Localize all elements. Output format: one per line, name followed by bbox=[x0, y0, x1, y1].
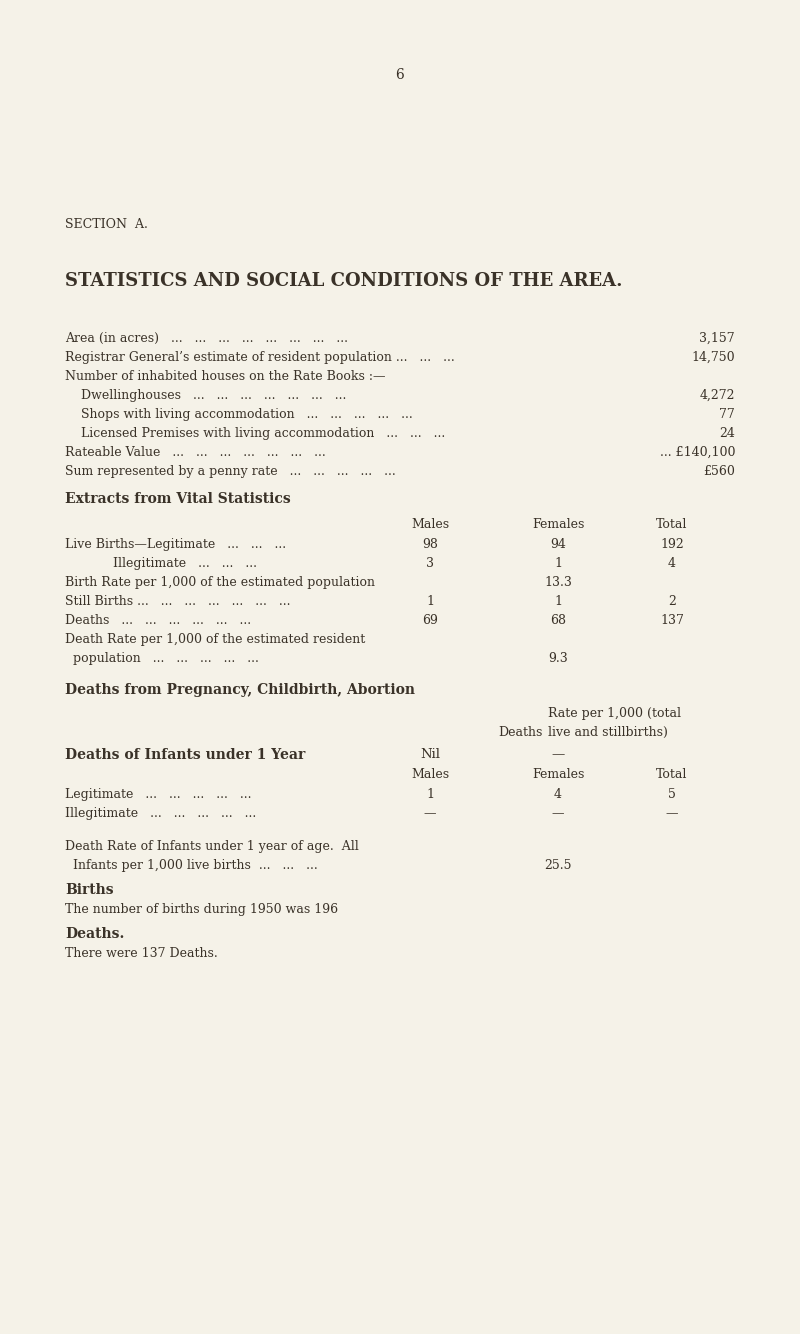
Text: Death Rate of Infants under 1 year of age.  All: Death Rate of Infants under 1 year of ag… bbox=[65, 840, 358, 852]
Text: 137: 137 bbox=[660, 614, 684, 627]
Text: 1: 1 bbox=[554, 595, 562, 608]
Text: Total: Total bbox=[656, 518, 688, 531]
Text: Dwellinghouses   ...   ...   ...   ...   ...   ...   ...: Dwellinghouses ... ... ... ... ... ... .… bbox=[65, 390, 346, 402]
Text: Births: Births bbox=[65, 883, 114, 896]
Text: 1: 1 bbox=[426, 788, 434, 800]
Text: 98: 98 bbox=[422, 538, 438, 551]
Text: Deaths: Deaths bbox=[498, 726, 542, 739]
Text: The number of births during 1950 was 196: The number of births during 1950 was 196 bbox=[65, 903, 338, 916]
Text: Males: Males bbox=[411, 768, 449, 780]
Text: 3,157: 3,157 bbox=[699, 332, 735, 346]
Text: 25.5: 25.5 bbox=[544, 859, 572, 872]
Text: Infants per 1,000 live births  ...   ...   ...: Infants per 1,000 live births ... ... ..… bbox=[65, 859, 318, 872]
Text: live and stillbirths): live and stillbirths) bbox=[548, 726, 668, 739]
Text: 4,272: 4,272 bbox=[699, 390, 735, 402]
Text: Licensed Premises with living accommodation   ...   ...   ...: Licensed Premises with living accommodat… bbox=[65, 427, 446, 440]
Text: Deaths.: Deaths. bbox=[65, 927, 124, 940]
Text: 6: 6 bbox=[396, 68, 404, 81]
Text: Females: Females bbox=[532, 768, 584, 780]
Text: Rate per 1,000 (total: Rate per 1,000 (total bbox=[548, 707, 681, 720]
Text: Legitimate   ...   ...   ...   ...   ...: Legitimate ... ... ... ... ... bbox=[65, 788, 251, 800]
Text: Birth Rate per 1,000 of the estimated population: Birth Rate per 1,000 of the estimated po… bbox=[65, 576, 375, 590]
Text: Shops with living accommodation   ...   ...   ...   ...   ...: Shops with living accommodation ... ... … bbox=[65, 408, 413, 422]
Text: 1: 1 bbox=[426, 595, 434, 608]
Text: —: — bbox=[551, 748, 565, 760]
Text: £560: £560 bbox=[703, 466, 735, 478]
Text: 69: 69 bbox=[422, 614, 438, 627]
Text: —: — bbox=[552, 807, 564, 820]
Text: 9.3: 9.3 bbox=[548, 652, 568, 666]
Text: Total: Total bbox=[656, 768, 688, 780]
Text: Nil: Nil bbox=[420, 748, 440, 760]
Text: Live Births—Legitimate   ...   ...   ...: Live Births—Legitimate ... ... ... bbox=[65, 538, 286, 551]
Text: Extracts from Vital Statistics: Extracts from Vital Statistics bbox=[65, 492, 290, 506]
Text: Sum represented by a penny rate   ...   ...   ...   ...   ...: Sum represented by a penny rate ... ... … bbox=[65, 466, 396, 478]
Text: 3: 3 bbox=[426, 558, 434, 570]
Text: Females: Females bbox=[532, 518, 584, 531]
Text: population   ...   ...   ...   ...   ...: population ... ... ... ... ... bbox=[65, 652, 259, 666]
Text: Rateable Value   ...   ...   ...   ...   ...   ...   ...: Rateable Value ... ... ... ... ... ... .… bbox=[65, 446, 326, 459]
Text: 94: 94 bbox=[550, 538, 566, 551]
Text: Deaths from Pregnancy, Childbirth, Abortion: Deaths from Pregnancy, Childbirth, Abort… bbox=[65, 683, 415, 696]
Text: 5: 5 bbox=[668, 788, 676, 800]
Text: Deaths of Infants under 1 Year: Deaths of Infants under 1 Year bbox=[65, 748, 306, 762]
Text: Death Rate per 1,000 of the estimated resident: Death Rate per 1,000 of the estimated re… bbox=[65, 634, 366, 646]
Text: SECTION  A.: SECTION A. bbox=[65, 217, 148, 231]
Text: STATISTICS AND SOCIAL CONDITIONS OF THE AREA.: STATISTICS AND SOCIAL CONDITIONS OF THE … bbox=[65, 272, 622, 289]
Text: —: — bbox=[424, 807, 436, 820]
Text: —: — bbox=[666, 807, 678, 820]
Text: ... £140,100: ... £140,100 bbox=[659, 446, 735, 459]
Text: Area (in acres)   ...   ...   ...   ...   ...   ...   ...   ...: Area (in acres) ... ... ... ... ... ... … bbox=[65, 332, 348, 346]
Text: Males: Males bbox=[411, 518, 449, 531]
Text: 2: 2 bbox=[668, 595, 676, 608]
Text: Illegitimate   ...   ...   ...   ...   ...: Illegitimate ... ... ... ... ... bbox=[65, 807, 256, 820]
Text: 1: 1 bbox=[554, 558, 562, 570]
Text: 192: 192 bbox=[660, 538, 684, 551]
Text: 13.3: 13.3 bbox=[544, 576, 572, 590]
Text: There were 137 Deaths.: There were 137 Deaths. bbox=[65, 947, 218, 960]
Text: 24: 24 bbox=[719, 427, 735, 440]
Text: 4: 4 bbox=[668, 558, 676, 570]
Text: Illegitimate   ...   ...   ...: Illegitimate ... ... ... bbox=[65, 558, 257, 570]
Text: 4: 4 bbox=[554, 788, 562, 800]
Text: Deaths   ...   ...   ...   ...   ...   ...: Deaths ... ... ... ... ... ... bbox=[65, 614, 251, 627]
Text: Registrar General’s estimate of resident population ...   ...   ...: Registrar General’s estimate of resident… bbox=[65, 351, 454, 364]
Text: Still Births ...   ...   ...   ...   ...   ...   ...: Still Births ... ... ... ... ... ... ... bbox=[65, 595, 290, 608]
Text: 14,750: 14,750 bbox=[691, 351, 735, 364]
Text: 77: 77 bbox=[719, 408, 735, 422]
Text: 68: 68 bbox=[550, 614, 566, 627]
Text: Number of inhabited houses on the Rate Books :—: Number of inhabited houses on the Rate B… bbox=[65, 370, 386, 383]
